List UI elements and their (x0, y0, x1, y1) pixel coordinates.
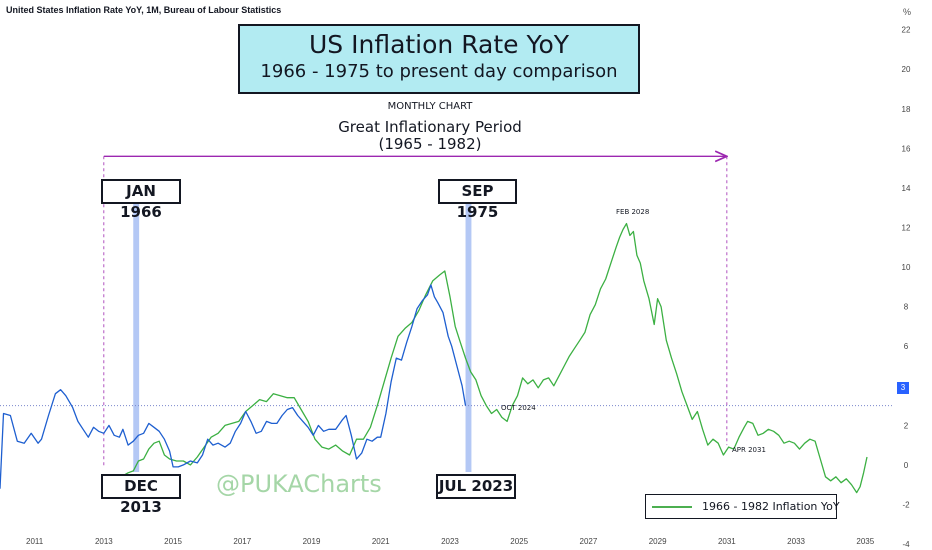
y-tick-label: -2 (902, 500, 910, 509)
monthly-chart-label: MONTHLY CHART (387, 101, 473, 112)
x-tick-label: 2025 (510, 537, 528, 546)
label-apr-2031: APR 2031 (732, 446, 766, 454)
y-tick-label: 10 (902, 263, 911, 272)
watermark: @PUKACharts (216, 470, 382, 498)
y-tick-label: 20 (902, 65, 911, 74)
x-tick-label: 2017 (233, 537, 251, 546)
y-tick-label: 18 (902, 105, 911, 114)
y-tick-label: 22 (902, 26, 911, 35)
x-tick-label: 2021 (372, 537, 390, 546)
chart-header: United States Inflation Rate YoY, 1M, Bu… (6, 5, 282, 15)
chart-subtitle: 1966 - 1975 to present day comparison (260, 61, 618, 82)
x-tick-label: 2031 (718, 537, 736, 546)
x-tick-label: 2027 (580, 537, 598, 546)
label-jul-2023: JUL 2023 (436, 474, 516, 499)
period-label: Great Inflationary Period (1965 - 1982) (300, 119, 560, 153)
unit-label: % (903, 7, 912, 17)
label-dec-2013: DEC 2013 (101, 474, 181, 516)
label-jan-1966: JAN 1966 (101, 179, 181, 221)
highlight-band-0 (133, 204, 140, 472)
y-tick-label: 14 (902, 184, 911, 193)
label-oct-2024: OCT 2024 (501, 404, 536, 412)
y-tick-label: 2 (904, 421, 909, 430)
x-tick-label: 2019 (303, 537, 321, 546)
y-tick-label: 8 (904, 303, 909, 312)
highlight-band-1 (465, 204, 472, 472)
chart-title: US Inflation Rate YoY (308, 30, 570, 59)
x-tick-label: 2013 (95, 537, 113, 546)
series-line-0 (0, 284, 467, 489)
period-label-line2: (1965 - 1982) (378, 135, 482, 153)
title-box: US Inflation Rate YoY 1966 - 1975 to pre… (238, 24, 640, 94)
legend: 1966 - 1982 Inflation YoY (645, 494, 840, 519)
y-tick-label: 12 (902, 224, 911, 233)
current-value-badge: 3 (897, 382, 909, 394)
label-sep-1975: SEP 1975 (438, 179, 517, 221)
y-tick-label: 6 (904, 342, 909, 351)
x-tick-label: 2011 (26, 537, 44, 546)
x-tick-label: 2015 (164, 537, 182, 546)
y-tick-label: 16 (902, 144, 911, 153)
x-tick-label: 2035 (856, 537, 874, 546)
legend-swatch (652, 506, 692, 508)
x-tick-label: 2029 (649, 537, 667, 546)
y-tick-label: 0 (904, 461, 909, 470)
label-feb-2028: FEB 2028 (616, 208, 650, 216)
x-tick-label: 2023 (441, 537, 459, 546)
period-label-line1: Great Inflationary Period (338, 118, 522, 136)
x-tick-label: 2033 (787, 537, 805, 546)
y-tick-label: -4 (902, 540, 910, 549)
legend-label: 1966 - 1982 Inflation YoY (702, 500, 840, 513)
